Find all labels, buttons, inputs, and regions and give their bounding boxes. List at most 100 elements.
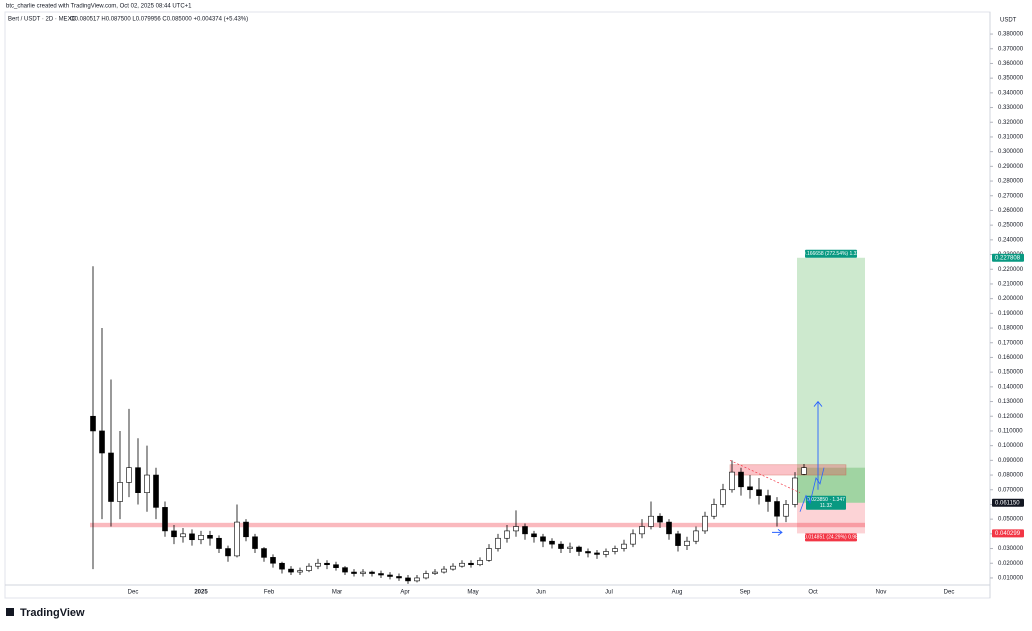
body (450, 565, 456, 570)
y-tick-label: 0.170000 (998, 340, 1024, 346)
candle (252, 533, 258, 553)
x-tick-label: Dec (128, 590, 139, 596)
candle (315, 558, 321, 570)
body (288, 568, 294, 573)
y-tick-label: 0.010000 (998, 576, 1024, 582)
body (594, 552, 600, 555)
y-tick-label: 0.020000 (998, 561, 1024, 567)
body (675, 533, 681, 546)
candle (342, 566, 348, 576)
candle (288, 566, 294, 576)
trend-line (729, 460, 801, 494)
candle (117, 430, 123, 520)
candle (594, 550, 600, 559)
y-tick-label: 0.270000 (998, 193, 1024, 199)
body (135, 467, 141, 493)
body (351, 571, 357, 574)
logo: TradingView (6, 607, 85, 619)
candle (684, 536, 690, 551)
candle (522, 523, 528, 540)
x-tick-label: Aug (672, 590, 683, 596)
body (396, 576, 402, 579)
y-tick-label: 0.260000 (998, 208, 1024, 214)
candle (729, 460, 735, 493)
candle (99, 328, 105, 520)
body (189, 533, 195, 541)
body (765, 495, 771, 502)
body (243, 521, 249, 538)
candle (576, 545, 582, 556)
body (585, 551, 591, 554)
y-tick-label: 0.380000 (998, 32, 1024, 38)
body (558, 543, 564, 549)
resistance-zone (729, 464, 847, 476)
y-tick-label: 0.110000 (998, 429, 1023, 435)
x-tick-label: Mar (332, 590, 342, 596)
y-tick-label: 0.180000 (998, 326, 1024, 332)
ohlc-legend: O0.080517 H0.087500 L0.079956 C0.085000 … (70, 17, 248, 23)
body (504, 530, 510, 539)
body (612, 548, 618, 552)
body (117, 482, 123, 502)
y-tick-label: 0.340000 (998, 90, 1024, 96)
candle (765, 489, 771, 512)
candle (306, 563, 312, 573)
candle (360, 569, 366, 577)
y-tick-label: 0.280000 (998, 179, 1024, 185)
body (180, 533, 186, 538)
y-tick-label: 0.300000 (998, 149, 1024, 155)
y-tick-label: 0.350000 (998, 76, 1024, 82)
body (513, 526, 519, 532)
candle (261, 547, 267, 562)
x-tick-label: Feb (264, 590, 275, 596)
body (657, 515, 663, 523)
body (297, 570, 303, 573)
price-tag-label: 0.040299 (995, 531, 1021, 537)
y-tick-label: 0.140000 (998, 384, 1024, 390)
body (747, 486, 753, 491)
symbol: Bert / USDT · 2D · MEXC (8, 17, 77, 23)
candle (486, 544, 492, 562)
candle (540, 533, 546, 548)
price-tag (992, 253, 1024, 262)
candle (693, 526, 699, 545)
y-tick-label: 0.150000 (998, 370, 1024, 376)
x-tick-label: Apr (400, 590, 409, 596)
body (648, 515, 654, 527)
candle (756, 477, 762, 505)
body (684, 540, 690, 546)
body (693, 530, 699, 542)
y-tick-label: 0.100000 (998, 443, 1024, 449)
candle (126, 408, 132, 498)
candle (423, 570, 429, 580)
candle (495, 533, 501, 552)
candle (180, 527, 186, 543)
candle (144, 445, 150, 512)
candle (108, 379, 114, 527)
body (702, 515, 708, 532)
body (666, 521, 672, 535)
body (459, 562, 465, 567)
body (252, 536, 258, 549)
candle (801, 464, 807, 476)
candle (324, 560, 330, 570)
body (387, 574, 393, 577)
candle (414, 575, 420, 583)
body (90, 415, 96, 432)
y-tick-label: 0.070000 (998, 487, 1024, 493)
candle (630, 529, 636, 548)
candle (612, 545, 618, 555)
body (792, 477, 798, 505)
candle (585, 548, 591, 558)
candle (783, 500, 789, 523)
candle (459, 560, 465, 568)
candle (207, 530, 213, 546)
candle (747, 475, 753, 499)
body (756, 489, 762, 496)
body (549, 540, 555, 545)
entry-bg (806, 495, 846, 510)
candle (279, 561, 285, 574)
body (324, 562, 330, 566)
candle (450, 563, 456, 571)
candle (369, 570, 375, 577)
